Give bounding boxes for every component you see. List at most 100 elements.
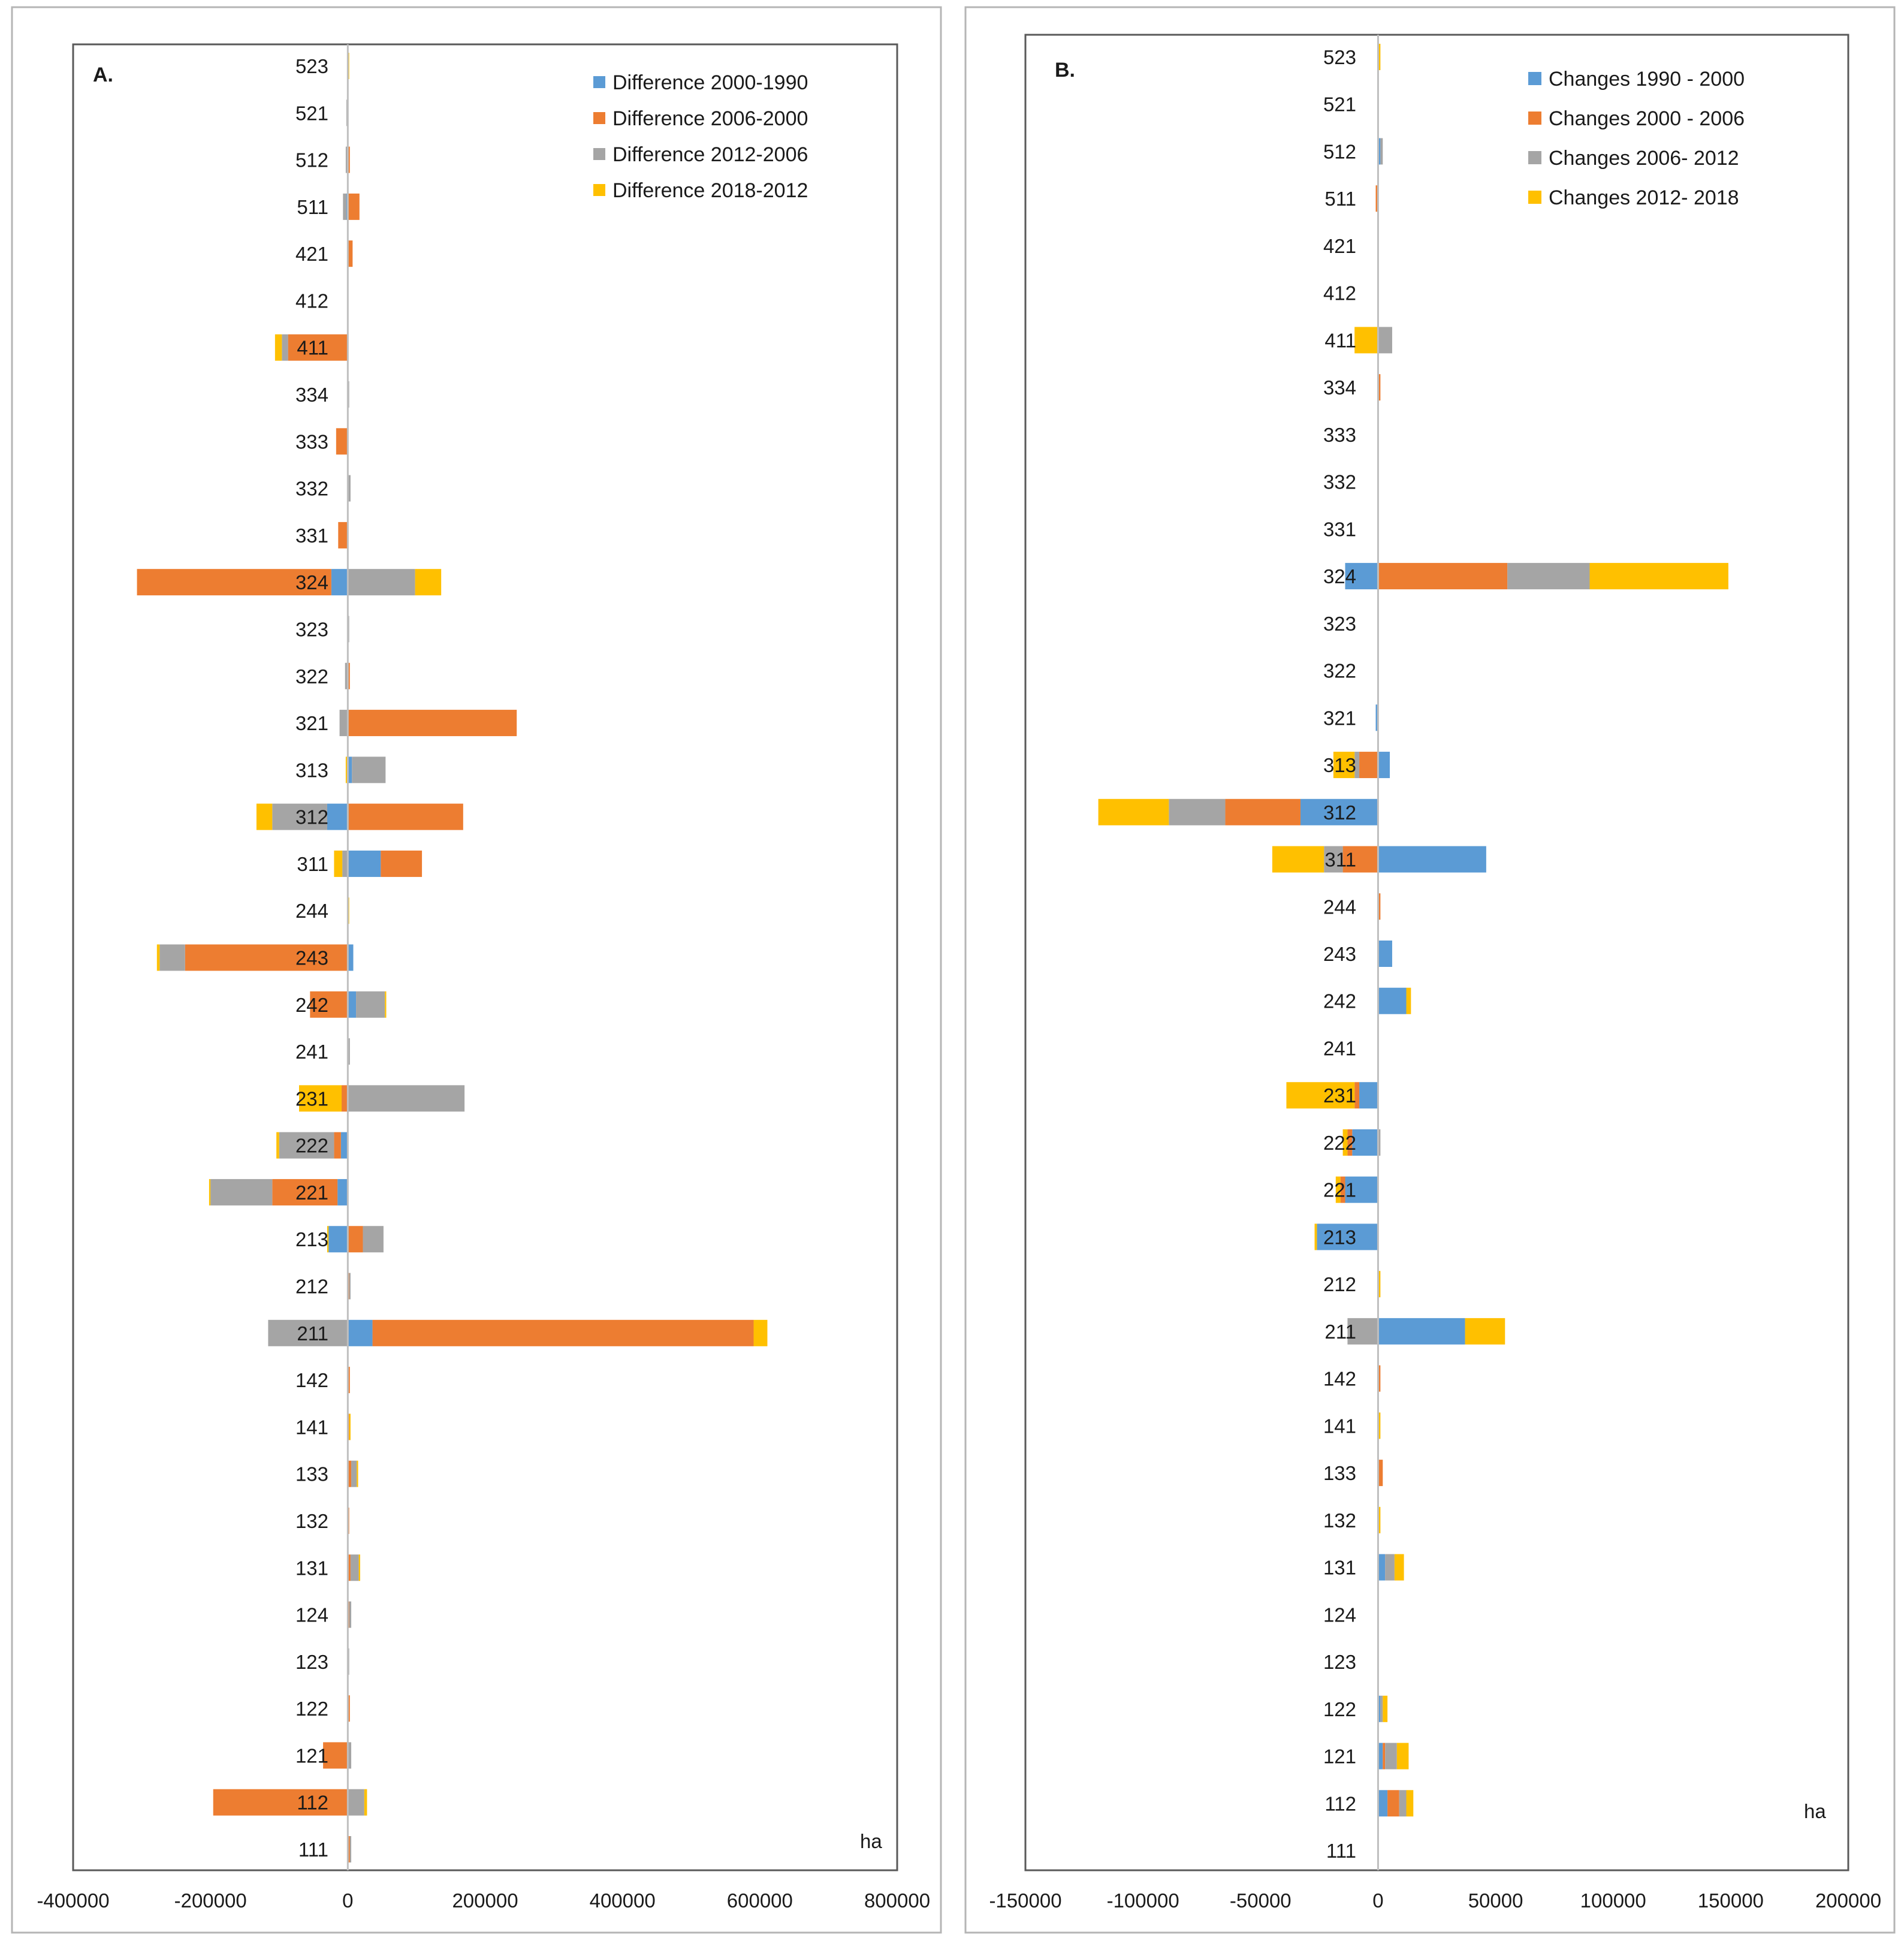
category-label-511: 511 xyxy=(297,196,328,218)
bar-411-series-4 xyxy=(274,334,282,361)
bar-122-series-1 xyxy=(1378,1695,1381,1722)
category-label-332: 332 xyxy=(295,478,328,500)
category-label-112: 112 xyxy=(297,1792,328,1814)
bar-241-series-3 xyxy=(348,1038,350,1065)
bar-313-series-3 xyxy=(352,756,386,783)
bar-131-series-4 xyxy=(358,1554,360,1581)
category-label-132: 132 xyxy=(295,1510,328,1532)
panel-a: A. ha 523 521 512 511 421 412 411 334 333 332 331 3… xyxy=(11,6,942,1934)
bar-411-series-4 xyxy=(1354,327,1378,354)
bar-324-series-2 xyxy=(137,569,331,596)
bar-421-series-2 xyxy=(348,240,353,267)
bar-131-series-2 xyxy=(348,1554,351,1581)
bar-312-series-3 xyxy=(272,803,327,830)
bar-321-series-1 xyxy=(1375,704,1378,731)
bar-222-series-1 xyxy=(1352,1129,1378,1156)
category-label-123: 123 xyxy=(1323,1651,1356,1673)
bar-112-series-4 xyxy=(364,1789,367,1816)
category-label-123: 123 xyxy=(295,1651,328,1673)
bar-312-series-1 xyxy=(327,803,348,830)
bar-112-series-2 xyxy=(1387,1790,1399,1817)
bar-131-series-4 xyxy=(1394,1554,1404,1581)
bar-313-series-1 xyxy=(348,756,352,783)
bar-131-series-3 xyxy=(1385,1554,1395,1581)
category-label-142: 142 xyxy=(295,1369,328,1391)
bar-321-series-2 xyxy=(348,710,517,737)
category-label-231: 231 xyxy=(295,1087,328,1110)
bar-231-series-2 xyxy=(1354,1082,1360,1109)
bar-313-series-4 xyxy=(1333,752,1355,779)
x-tick-label: -100000 xyxy=(1107,1889,1179,1912)
bar-211-series-3 xyxy=(1347,1318,1378,1345)
x-tick-label: -50000 xyxy=(1230,1889,1292,1912)
bar-213-series-2 xyxy=(348,1226,363,1253)
bar-111-series-3 xyxy=(349,1836,352,1862)
category-label-241: 241 xyxy=(1323,1037,1356,1059)
category-label-133: 133 xyxy=(295,1463,328,1485)
bar-311-series-1 xyxy=(1378,846,1486,873)
bar-112-series-4 xyxy=(1406,1790,1414,1817)
bar-211-series-1 xyxy=(1378,1318,1465,1345)
category-label-312: 312 xyxy=(1323,801,1356,824)
bar-243-series-4 xyxy=(156,944,160,971)
category-label-221: 221 xyxy=(1323,1179,1356,1201)
category-label-411: 411 xyxy=(1324,329,1356,351)
category-label-133: 133 xyxy=(1323,1462,1356,1484)
bar-132-series-4 xyxy=(1378,1506,1381,1533)
category-label-211: 211 xyxy=(1324,1321,1356,1343)
category-label-512: 512 xyxy=(1323,140,1356,162)
x-tick-label: 800000 xyxy=(864,1889,930,1912)
category-label-324: 324 xyxy=(1323,565,1356,587)
category-label-244: 244 xyxy=(295,900,328,922)
category-label-331: 331 xyxy=(295,525,328,547)
category-label-323: 323 xyxy=(295,618,328,640)
bar-212-series-4 xyxy=(1378,1271,1381,1298)
legend-label-2: Changes 2000 - 2006 xyxy=(1549,107,1745,130)
category-label-333: 333 xyxy=(295,430,328,453)
bar-112-series-3 xyxy=(348,1789,364,1816)
bar-211-series-4 xyxy=(753,1319,768,1346)
bar-131-series-3 xyxy=(350,1554,359,1581)
bar-512-series-3 xyxy=(345,146,348,173)
category-label-334: 334 xyxy=(1323,376,1356,399)
bar-324-series-1 xyxy=(331,569,348,596)
bar-213-series-4 xyxy=(327,1226,329,1253)
x-tick-label: 50000 xyxy=(1468,1889,1523,1912)
category-label-521: 521 xyxy=(295,102,328,124)
bar-311-series-2 xyxy=(381,850,423,877)
legend-swatch-4 xyxy=(593,184,605,196)
bar-242-series-3 xyxy=(356,991,385,1018)
panel-a-letter: A. xyxy=(93,64,113,86)
bar-523-series-4 xyxy=(1378,44,1381,70)
bar-231-series-1 xyxy=(1359,1082,1378,1109)
bar-312-series-2 xyxy=(1225,798,1300,825)
bar-243-series-1 xyxy=(1378,941,1392,967)
x-tick-label: 0 xyxy=(342,1889,353,1912)
bar-512-series-3 xyxy=(1380,138,1383,165)
category-label-311: 311 xyxy=(1324,849,1356,871)
bar-312-series-1 xyxy=(1300,798,1378,825)
bar-124-series-3 xyxy=(349,1601,352,1628)
bar-322-series-2 xyxy=(348,662,350,689)
bar-222-series-3 xyxy=(279,1132,334,1159)
bar-112-series-3 xyxy=(1399,1790,1407,1817)
category-label-321: 321 xyxy=(1323,707,1356,729)
bar-121-series-3 xyxy=(1385,1743,1397,1770)
category-label-421: 421 xyxy=(1323,235,1356,257)
category-label-212: 212 xyxy=(295,1276,328,1298)
category-label-242: 242 xyxy=(295,994,328,1016)
panel-b-letter: B. xyxy=(1055,59,1075,82)
bar-324-series-3 xyxy=(348,569,415,596)
category-label-131: 131 xyxy=(1323,1557,1356,1579)
bar-324-series-3 xyxy=(1507,563,1590,590)
category-label-311: 311 xyxy=(297,853,328,875)
bar-334-series-2 xyxy=(1378,374,1381,401)
bar-222-series-2 xyxy=(334,1132,341,1159)
bar-121-series-4 xyxy=(1396,1743,1409,1770)
bar-512-series-2 xyxy=(348,146,350,173)
category-label-124: 124 xyxy=(295,1604,328,1626)
bar-112-series-2 xyxy=(213,1789,348,1816)
bar-221-series-4 xyxy=(1335,1176,1341,1203)
bar-231-series-4 xyxy=(1286,1082,1355,1109)
bar-121-series-1 xyxy=(1378,1743,1383,1770)
